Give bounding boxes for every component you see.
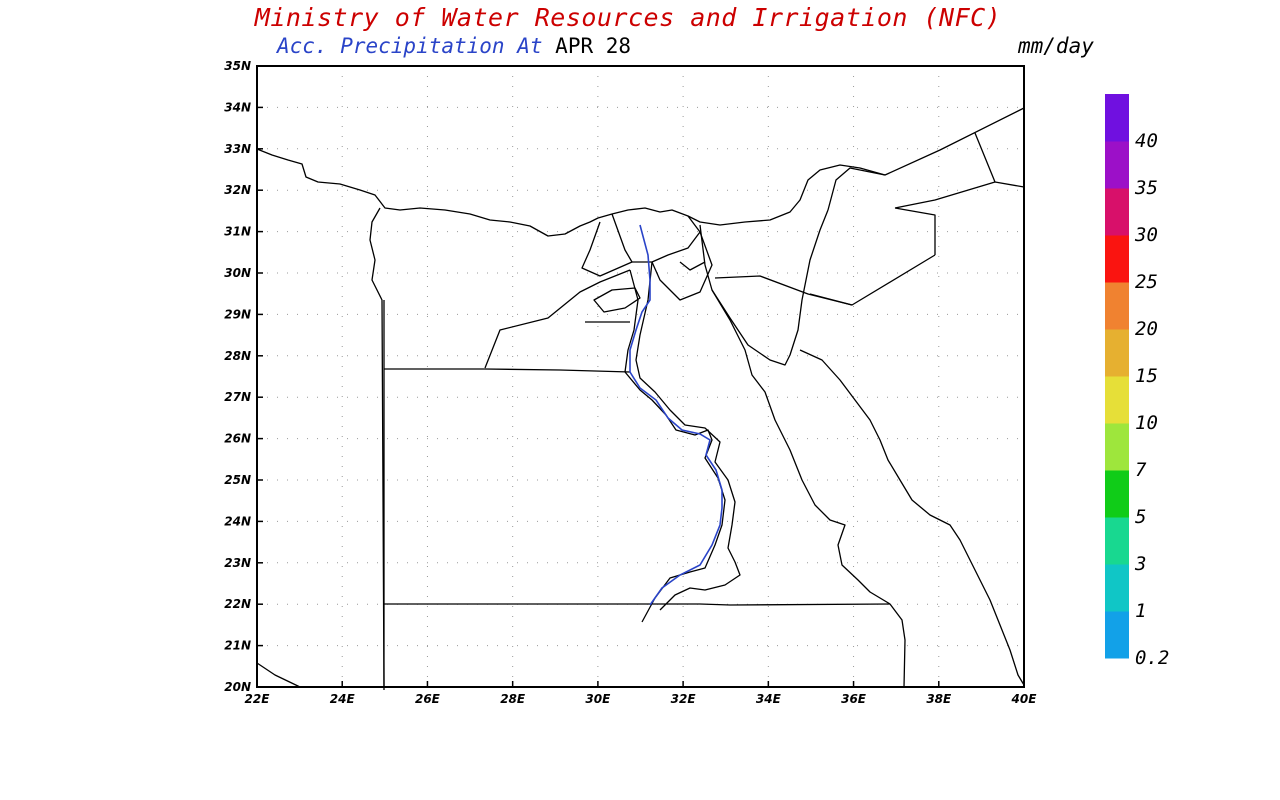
longitude-axis: 22E 24E 26E 28E 30E 32E 34E 36E 38E 40E [245, 681, 1038, 706]
latitude-axis: 20N 21N 22N 23N 24N 25N 26N 27N 28N 29N 30N 31N 32N 3… [224, 59, 263, 694]
colorbar-label: 20 [1135, 318, 1158, 340]
west-coast-detail [369, 207, 385, 691]
jordan-saudi-border [809, 132, 1025, 306]
gulf-of-suez [699, 209, 829, 366]
colorbar-label: 1 [1135, 600, 1146, 622]
colorbar-swatch [1105, 188, 1129, 236]
colorbar-label: 7 [1135, 459, 1147, 481]
colorbar-label: 5 [1135, 506, 1146, 528]
lat-tick-label: 22N [224, 597, 251, 611]
red-sea-west-coast [711, 289, 906, 688]
lat-tick-label: 30N [224, 266, 251, 280]
colorbar-label: 40 [1135, 130, 1158, 152]
colorbar-label: 25 [1135, 271, 1158, 293]
lon-tick-label: 24E [330, 692, 356, 706]
border-27n [384, 368, 631, 373]
lon-tick-label: 36E [841, 692, 867, 706]
lat-tick-label: 32N [224, 183, 251, 197]
nile-west-bank [624, 269, 726, 623]
nile-east-bank [635, 261, 741, 611]
colorbar-label: 35 [1134, 177, 1158, 199]
mediterranean-coastline [256, 148, 886, 237]
red-sea-east-coast [799, 349, 1025, 686]
fayoum-region [484, 269, 641, 369]
colorbar-swatch [1105, 329, 1129, 377]
colorbar-swatch [1105, 564, 1129, 612]
colorbar-label: 15 [1135, 365, 1158, 387]
chart-title: Ministry of Water Resources and Irrigati… [254, 3, 1002, 32]
lon-tick-label: 34E [756, 692, 782, 706]
map-grid [257, 66, 1024, 687]
nile-delta [611, 213, 701, 263]
lon-tick-label: 32E [671, 692, 697, 706]
lon-tick-label: 22E [245, 692, 271, 706]
chart-subtitle: Acc. Precipitation At APR 28 [277, 34, 631, 58]
lon-tick-label: 38E [926, 692, 952, 706]
lat-tick-label: 29N [224, 307, 251, 321]
lon-tick-label: 28E [500, 692, 526, 706]
colorbar-swatch [1105, 376, 1129, 424]
sinai-east [827, 107, 1025, 211]
lon-tick-label: 26E [415, 692, 441, 706]
colorbar-swatch [1105, 141, 1129, 189]
colorbar-swatch [1105, 470, 1129, 518]
border-22n [384, 603, 891, 606]
colorbar-label: 0.2 [1135, 647, 1169, 669]
colorbar-swatch [1105, 235, 1129, 283]
delta-governorates [581, 221, 936, 306]
nile-river [629, 224, 723, 606]
colorbar-swatch [1105, 423, 1129, 471]
colorbar-swatch [1105, 94, 1129, 142]
colorbar-swatch [1105, 611, 1129, 659]
lat-tick-label: 35N [224, 59, 251, 73]
colorbar-swatch [1105, 517, 1129, 565]
colorbar-label: 3 [1134, 553, 1146, 575]
lat-tick-label: 21N [224, 639, 251, 653]
lat-tick-label: 27N [224, 390, 251, 404]
lat-tick-label: 24N [224, 514, 251, 528]
map-boundaries [256, 107, 1025, 691]
lat-tick-label: 26N [224, 432, 251, 446]
lat-tick-label: 20N [224, 680, 251, 694]
colorbar-label: 10 [1135, 412, 1158, 434]
subtitle-date: APR 28 [555, 34, 632, 58]
lon-tick-label: 30E [585, 692, 611, 706]
units-label: mm/day [1018, 34, 1094, 58]
lon-tick-label: 40E [1011, 692, 1038, 706]
southwest-border [256, 662, 301, 688]
map-frame [256, 65, 1025, 688]
lat-tick-label: 25N [224, 473, 251, 487]
lat-tick-label: 34N [224, 100, 251, 114]
subtitle-label: Acc. Precipitation At [277, 34, 543, 58]
colorbar-label: 30 [1134, 224, 1158, 246]
lat-tick-label: 33N [224, 142, 251, 156]
lat-tick-label: 28N [224, 349, 251, 363]
lat-tick-label: 23N [224, 556, 251, 570]
lat-tick-label: 31N [224, 225, 251, 239]
colorbar-swatch [1105, 282, 1129, 330]
